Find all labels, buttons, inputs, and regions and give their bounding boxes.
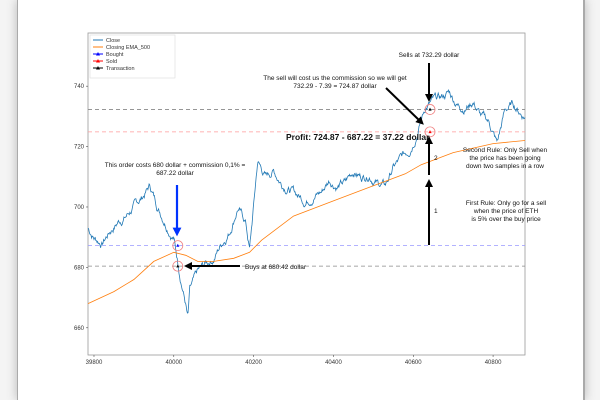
legend-close-label: Close — [106, 38, 120, 44]
x-tick-label: 39800 — [86, 360, 103, 366]
rule2-line-3: down two samples in a row — [466, 163, 544, 170]
rule2-number: 2 — [434, 155, 438, 162]
x-tick-label: 40200 — [245, 360, 262, 366]
buys-at-label: Buys at 680.42 dollar — [245, 264, 307, 271]
legend-ema-label: Closing EMA_500 — [106, 45, 150, 51]
rule2-line-1: Second Rule: Only Sell when — [463, 147, 548, 154]
legend-bought: Bought — [93, 52, 124, 58]
annotation-sell-cost: The sell will cost us the commission so … — [263, 75, 424, 125]
legend-sold-label: Sold — [106, 59, 117, 65]
y-tick-label: 680 — [74, 265, 85, 271]
y-tick-label: 660 — [74, 326, 85, 332]
annotation-rule-1: 1 First Rule: Only go for a sell when th… — [425, 179, 547, 245]
buy-cost-line-1: This order costs 680 dollar + commission… — [105, 162, 246, 169]
rule1-line-2: when the price of ETH — [473, 208, 539, 215]
ema-series-line — [87, 140, 526, 304]
legend-sold: Sold — [93, 59, 117, 65]
rule1-line-1: First Rule: Only go for a sell — [466, 200, 547, 207]
rule1-line-3: is 5% over the buy price — [471, 216, 541, 223]
sell-cost-line-2: 732.29 - 7.39 = 724.87 dollar — [293, 83, 377, 90]
annotation-rule-2: 2 Second Rule: Only Sell when the price … — [425, 136, 548, 175]
y-tick-label: 740 — [74, 84, 85, 90]
legend-transaction: Transaction — [93, 66, 135, 72]
sold-marker — [428, 130, 432, 134]
transaction-marker — [176, 264, 180, 268]
sells-at-label: Sells at 732.29 dollar — [399, 52, 461, 59]
legend-close: Close — [93, 38, 120, 44]
transaction-marker — [428, 107, 432, 111]
highlight-circle — [172, 260, 184, 272]
highlight-circle — [172, 240, 184, 251]
legend-transaction-label: Transaction — [106, 66, 135, 72]
plot-frame — [87, 32, 526, 356]
bought-marker — [176, 243, 180, 247]
x-tick-label: 40400 — [325, 360, 342, 366]
x-tick-label: 40000 — [165, 360, 182, 366]
y-tick-label: 720 — [74, 145, 85, 151]
sell-cost-line-1: The sell will cost us the commission so … — [263, 75, 407, 82]
highlight-circle — [424, 104, 436, 115]
close-series-line — [87, 88, 526, 314]
annotation-buys-at: Buys at 680.42 dollar — [184, 262, 307, 271]
sell-cost-arrow — [385, 87, 424, 125]
annotation-sells-at: Sells at 732.29 dollar — [399, 52, 461, 102]
rule2-line-2: the price has been going — [469, 155, 541, 162]
x-tick-label: 40600 — [405, 360, 422, 366]
x-tick-label: 40800 — [485, 360, 502, 366]
y-tick-label: 700 — [74, 205, 85, 211]
annotation-buy-cost: This order costs 680 dollar + commission… — [105, 162, 246, 237]
legend: Close Closing EMA_500 Bought Sold Transa… — [89, 34, 176, 79]
legend-ema: Closing EMA_500 — [93, 45, 150, 51]
buy-cost-line-2: 687.22 dollar — [156, 170, 194, 177]
reference-lines — [88, 109, 525, 267]
legend-bought-label: Bought — [106, 52, 124, 58]
rule1-number: 1 — [434, 208, 438, 215]
profit-label: Profit: 724.87 - 687.22 = 37.22 dollar — [286, 132, 430, 142]
